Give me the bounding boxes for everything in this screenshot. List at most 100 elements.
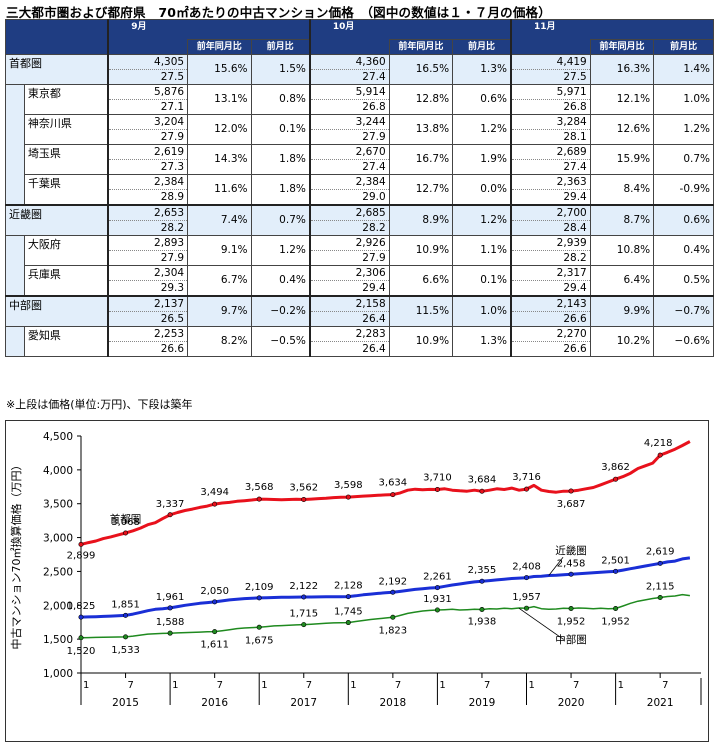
age-cell: 27.4 [308, 69, 390, 85]
data-point [123, 612, 129, 618]
mom-cell: 0.4% [653, 235, 714, 266]
y-tick-label: 1,500 [43, 634, 73, 646]
data-label: 2,109 [245, 582, 274, 593]
x-month-label: 1 [618, 680, 624, 691]
mom-cell: 1.8% [250, 174, 311, 206]
indent-cell [5, 235, 25, 266]
x-month-label: 7 [128, 680, 134, 691]
data-label: 2,192 [379, 576, 408, 587]
mom-cell: 1.2% [452, 204, 512, 236]
yoy-cell: 9.9% [589, 295, 655, 327]
price-cell: 2,270 [509, 326, 591, 342]
data-label: 2,050 [200, 586, 229, 597]
age-cell: 27.5 [107, 69, 189, 85]
age-cell: 29.3 [107, 280, 189, 297]
price-cell: 2,143 [509, 295, 591, 312]
data-label: 2,619 [646, 546, 675, 557]
age-cell: 27.4 [308, 159, 390, 175]
age-cell: 28.4 [509, 220, 591, 236]
sub-header: 前年同月比 [388, 39, 454, 55]
yoy-cell: 6.7% [187, 265, 252, 297]
y-tick-label: 2,000 [43, 600, 73, 612]
yoy-cell: 12.1% [589, 84, 655, 115]
mom-cell: 1.3% [452, 326, 512, 357]
x-month-label: 1 [172, 680, 178, 691]
x-month-label: 1 [439, 680, 445, 691]
sub-header: 前月比 [250, 39, 311, 55]
table-row-sub: 27.9 27.9 28.2 [6, 250, 714, 266]
yoy-cell: 10.2% [589, 326, 655, 357]
price-cell: 3,204 [107, 114, 189, 130]
data-label: 2,122 [289, 581, 318, 592]
label-leader-line [548, 556, 564, 576]
age-cell: 27.9 [107, 129, 189, 145]
table-row-sub: 28.2 28.2 28.4 [6, 220, 714, 236]
table-row-sub: 26.6 26.4 26.6 [6, 341, 714, 357]
data-point [123, 530, 129, 536]
data-point [479, 578, 485, 584]
prefecture-label: 東京都 [23, 84, 109, 115]
age-cell: 28.2 [107, 220, 189, 236]
y-tick-label: 3,500 [43, 499, 73, 511]
age-cell: 26.6 [509, 341, 591, 357]
yoy-cell: 12.0% [187, 114, 252, 145]
yoy-cell: 12.6% [589, 114, 655, 145]
age-cell: 27.9 [308, 129, 390, 145]
data-point [613, 606, 619, 612]
x-month-label: 7 [484, 680, 490, 691]
price-cell: 2,689 [509, 144, 591, 160]
data-label: 3,568 [245, 482, 274, 493]
indent-cell [5, 144, 25, 175]
prefecture-label: 大阪府 [23, 235, 109, 266]
price-cell: 5,971 [509, 84, 591, 100]
data-point [568, 488, 574, 494]
data-point [568, 571, 574, 577]
price-cell: 2,283 [308, 326, 390, 342]
mom-cell: −0.2% [250, 295, 311, 327]
month-header: 11月 [509, 19, 714, 40]
mom-cell: 0.7% [250, 204, 311, 236]
yoy-cell: 10.9% [388, 235, 454, 266]
age-cell: 29.4 [308, 280, 390, 297]
page-title: 三大都市圏および都府県 70㎡あたりの中古マンション価格 （図中の数値は１・７月… [6, 5, 551, 20]
data-label: 2,128 [334, 581, 363, 592]
yoy-cell: 8.2% [187, 326, 252, 357]
data-label: 3,598 [334, 480, 363, 491]
table-row-sub: 27.5 27.4 27.5 [6, 69, 714, 85]
data-label: 3,494 [200, 487, 229, 498]
mom-cell: 0.0% [452, 174, 512, 206]
data-point [524, 575, 530, 581]
data-point [479, 488, 485, 494]
data-point [78, 541, 84, 547]
price-table: 9月 10月 11月 前年同月比 前月比 前年同月比 前月比 前年同月比 前月比 首都圏 4,305… [5, 19, 714, 357]
series-name-label: 近畿圏 [555, 544, 587, 557]
header-row-sub: 前年同月比 前月比 前年同月比 前月比 前年同月比 前月比 [6, 39, 714, 55]
region-label: 近畿圏 [5, 204, 109, 236]
data-label: 1,938 [468, 616, 497, 627]
mom-cell: 0.6% [452, 84, 512, 115]
price-cell: 2,384 [107, 174, 189, 190]
price-cell: 2,700 [509, 204, 591, 221]
data-label: 3,710 [423, 472, 452, 483]
data-label: 3,687 [557, 499, 586, 510]
indent-cell [5, 265, 25, 296]
x-month-label: 7 [573, 680, 579, 691]
data-label: 1,745 [334, 607, 363, 618]
header-corner [5, 19, 109, 55]
data-point [524, 486, 530, 492]
yoy-cell: 11.6% [187, 174, 252, 206]
data-label: 1,851 [111, 599, 140, 610]
sub-header: 前月比 [653, 39, 714, 55]
data-label: 1,825 [67, 601, 96, 612]
table-row: 近畿圏 2,653 7.4% 0.7% 2,685 8.9% 1.2% 2,700 8.7% 0.… [5, 204, 714, 236]
age-cell: 27.9 [107, 250, 189, 266]
x-year-label: 2019 [469, 697, 496, 709]
month-blank-header [509, 39, 591, 55]
age-cell: 28.2 [308, 220, 390, 236]
age-cell: 27.3 [107, 159, 189, 175]
table-row-sub: 27.9 27.9 28.1 [6, 129, 714, 145]
yoy-cell: 10.8% [589, 235, 655, 266]
yoy-cell: 16.7% [388, 144, 454, 175]
y-tick-label: 1,000 [43, 668, 73, 680]
yoy-cell: 14.3% [187, 144, 252, 175]
